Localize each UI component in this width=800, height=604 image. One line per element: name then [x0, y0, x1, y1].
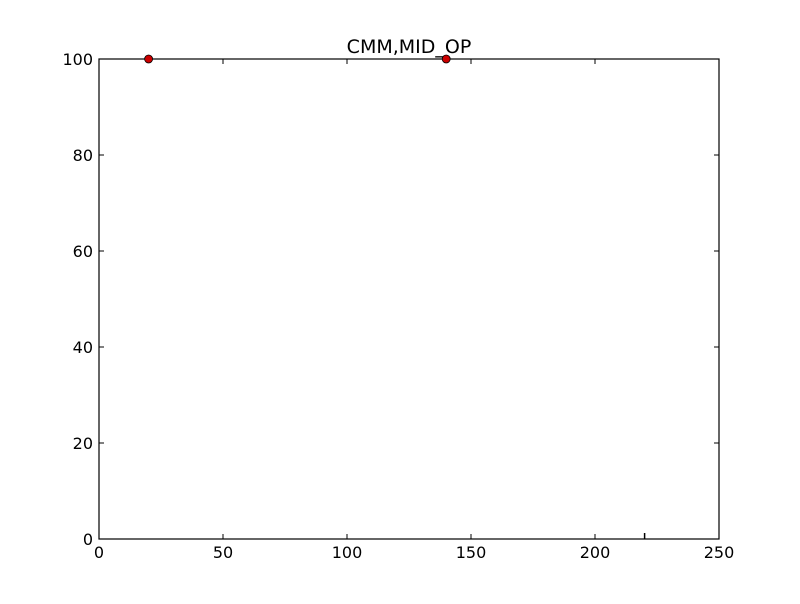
data-point	[441, 54, 451, 64]
y-tick-label: 20	[73, 434, 93, 453]
y-tick-label: 80	[73, 146, 93, 165]
x-tick-label: 0	[94, 543, 104, 562]
x-tick-label: 150	[456, 543, 487, 562]
data-point	[144, 54, 154, 64]
x-tick-label: 250	[704, 543, 735, 562]
axes	[98, 58, 720, 540]
chart-title: CMM,MID_OP	[347, 36, 472, 58]
tick-labels: 0 50 100 150 200 250 0 20 40 60 80 100	[62, 50, 734, 562]
x-tick-label: 200	[580, 543, 611, 562]
x-tick-label: 100	[332, 543, 363, 562]
y-tick-label: 40	[73, 338, 93, 357]
tick-marks	[98, 58, 720, 540]
y-tick-label: 0	[83, 530, 93, 549]
y-tick-label: 60	[73, 242, 93, 261]
plot-frame	[98, 58, 720, 540]
y-tick-label: 100	[62, 50, 93, 69]
data-points	[144, 54, 646, 539]
x-tick-label: 50	[213, 543, 233, 562]
